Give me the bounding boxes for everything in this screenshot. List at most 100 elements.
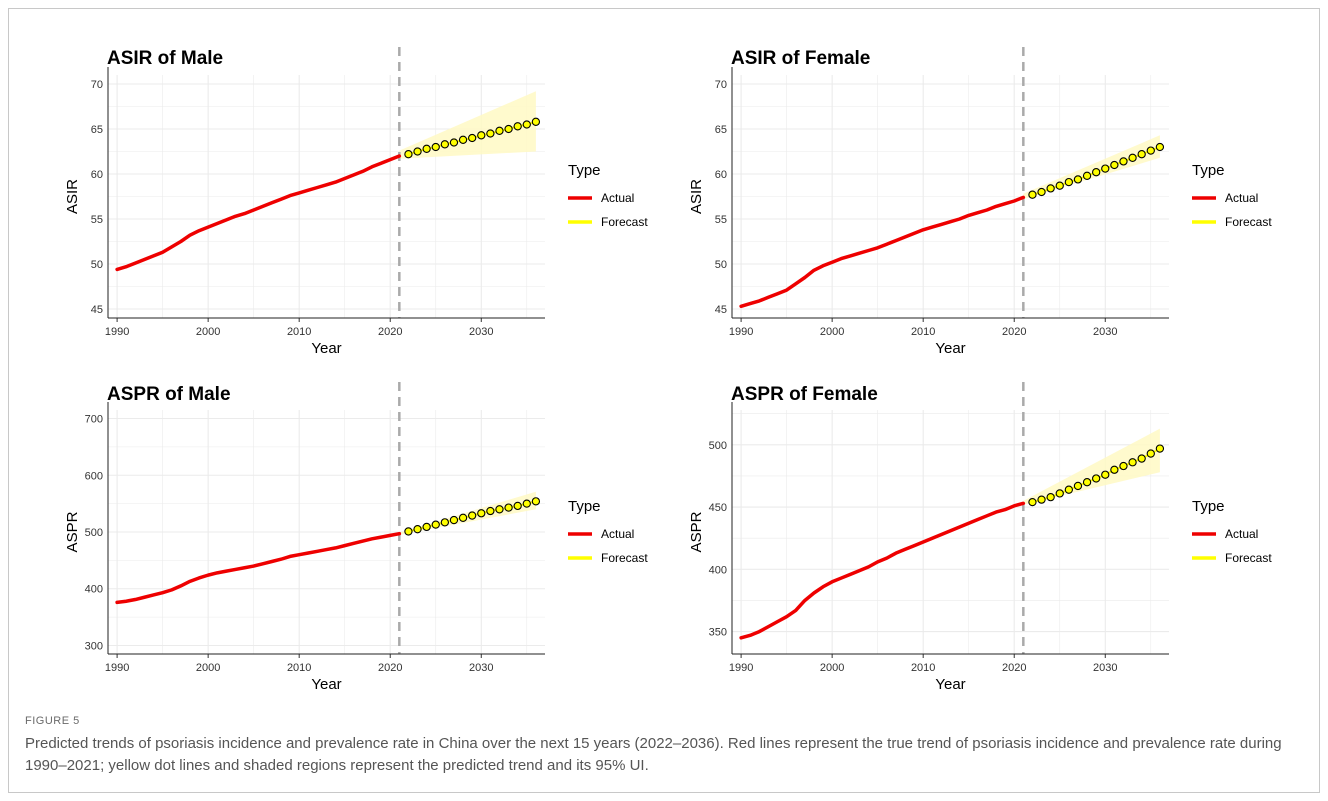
aspr-female-forecast-point — [1073, 481, 1083, 491]
asir-male-forecast-point — [458, 135, 468, 144]
aspr-male-legend-title: Type — [568, 498, 601, 515]
aspr-female-legend-title: Type — [1192, 498, 1225, 515]
aspr-male-forecast-point — [477, 509, 486, 518]
asir-female-forecast-point — [1082, 171, 1092, 180]
asir-male-forecast-point — [413, 147, 422, 156]
aspr-female-ytick-label: 350 — [709, 627, 727, 639]
aspr-male-actual-line — [115, 531, 402, 605]
asir-female-ytick-label: 65 — [715, 124, 727, 136]
asir-male-forecast-point — [422, 144, 431, 153]
asir-female-ylabel: ASIR — [688, 179, 705, 214]
asir-male-forecast-point — [531, 117, 541, 126]
aspr-female-panel — [731, 382, 1216, 658]
asir-female-actual-line — [739, 195, 1026, 309]
aspr-male-forecast-point — [504, 503, 513, 512]
asir-male-forecast-point — [477, 131, 486, 140]
asir-male-forecast-point — [468, 133, 477, 143]
asir-female-forecast-point — [1110, 160, 1119, 170]
aspr-female-forecast-point — [1146, 449, 1155, 458]
asir-female-legend-title: Type — [1192, 162, 1225, 179]
aspr-female-forecast-point — [1155, 444, 1165, 453]
asir-female-forecast-point — [1055, 181, 1064, 190]
asir-female-forecast-point — [1128, 153, 1137, 162]
aspr-male-xtick-label: 2030 — [469, 662, 493, 674]
aspr-male-forecast-point — [486, 506, 495, 516]
aspr-male-forecast-point — [522, 499, 531, 508]
aspr-male-xtick-label: 1990 — [105, 662, 129, 674]
aspr-female-forecast-point — [1082, 478, 1092, 487]
aspr-male-forecast-point — [449, 515, 459, 525]
aspr-female-forecast-point — [1046, 492, 1055, 502]
asir-female-ytick-label: 70 — [715, 79, 727, 91]
asir-male-ytick-label: 45 — [91, 304, 103, 316]
aspr-male-forecast-point — [422, 522, 431, 532]
asir-male-forecast-point — [486, 129, 495, 138]
asir-female-legend-label: Actual — [1225, 191, 1258, 205]
asir-female-forecast-point — [1119, 157, 1128, 166]
aspr-male-legend-label: Actual — [601, 527, 634, 541]
aspr-male-ytick-label: 300 — [85, 640, 103, 652]
asir-female-forecast-point — [1037, 187, 1046, 197]
asir-male-ylabel: ASIR — [64, 179, 81, 214]
aspr-male-ytick-label: 600 — [85, 470, 103, 482]
aspr-male-xtick-label: 2010 — [287, 662, 311, 674]
asir-male-forecast-point — [449, 138, 459, 147]
asir-male-legend-title: Type — [568, 162, 601, 179]
aspr-female-legend-label: Actual — [1225, 527, 1258, 541]
aspr-male-forecast-point — [404, 527, 413, 536]
asir-female-panel — [731, 47, 1216, 322]
asir-male-xlabel: Year — [311, 340, 341, 357]
asir-female-forecast-point — [1092, 168, 1101, 177]
figure-charts: ASIR of Male 45 50 55 60 65 70 1990 2000 2010 2020… — [64, 47, 1272, 693]
asir-male-panel — [107, 47, 592, 322]
asir-female-forecast-point — [1064, 177, 1074, 187]
aspr-female-xtick-label: 2000 — [820, 662, 844, 674]
aspr-female-forecast-point — [1037, 495, 1046, 504]
aspr-female-xtick-label: 2010 — [911, 662, 935, 674]
figure-frame — [8, 8, 1320, 793]
aspr-male-forecast-point — [495, 505, 504, 514]
asir-male-xtick-label: 2020 — [378, 326, 402, 338]
figure-label: FIGURE 5 — [25, 715, 80, 727]
asir-female-forecast-point — [1028, 190, 1037, 199]
aspr-male-xlabel: Year — [311, 676, 341, 693]
asir-female-ytick-label: 45 — [715, 304, 727, 316]
aspr-male-title: ASPR of Male — [107, 384, 231, 405]
aspr-female-forecast-point — [1055, 489, 1064, 498]
asir-male-ytick-label: 60 — [91, 169, 103, 181]
aspr-male-forecast-point — [413, 525, 422, 534]
aspr-female-xlabel: Year — [935, 676, 965, 693]
asir-male-actual-line — [115, 154, 402, 272]
asir-female-xtick-label: 2020 — [1002, 326, 1026, 338]
asir-female-xtick-label: 2030 — [1093, 326, 1117, 338]
asir-male-xtick-label: 2030 — [469, 326, 493, 338]
aspr-female-xtick-label: 1990 — [729, 662, 753, 674]
aspr-female-actual-line — [739, 501, 1026, 640]
asir-male-forecast-point — [504, 124, 513, 134]
asir-male-ytick-label: 50 — [91, 259, 103, 271]
asir-male-ytick-label: 55 — [91, 214, 103, 226]
asir-female-forecast-point — [1101, 164, 1110, 173]
asir-female-forecast-point — [1137, 150, 1146, 159]
asir-female-xtick-label: 1990 — [729, 326, 753, 338]
asir-male-title: ASIR of Male — [107, 48, 223, 69]
aspr-female-forecast-band — [1023, 428, 1160, 505]
aspr-male-forecast-point — [431, 520, 440, 529]
asir-male-forecast-point — [404, 150, 413, 159]
asir-male-forecast-point — [431, 142, 440, 152]
asir-female-ytick-label: 50 — [715, 259, 727, 271]
asir-male-xtick-label: 2000 — [196, 326, 220, 338]
asir-male-forecast-point — [513, 122, 522, 131]
asir-female-ytick-label: 55 — [715, 214, 727, 226]
aspr-male-forecast-point — [458, 513, 468, 522]
aspr-male-ytick-label: 500 — [85, 527, 103, 539]
aspr-female-title: ASPR of Female — [731, 384, 878, 405]
asir-male-forecast-point — [522, 120, 531, 129]
aspr-female-xtick-label: 2030 — [1093, 662, 1117, 674]
aspr-male-forecast-point — [531, 497, 541, 506]
aspr-female-forecast-point — [1101, 470, 1110, 479]
aspr-male-forecast-point — [468, 511, 477, 520]
aspr-male-forecast-point — [513, 501, 522, 511]
aspr-female-legend-label: Forecast — [1225, 551, 1272, 565]
aspr-female-forecast-point — [1119, 461, 1128, 471]
